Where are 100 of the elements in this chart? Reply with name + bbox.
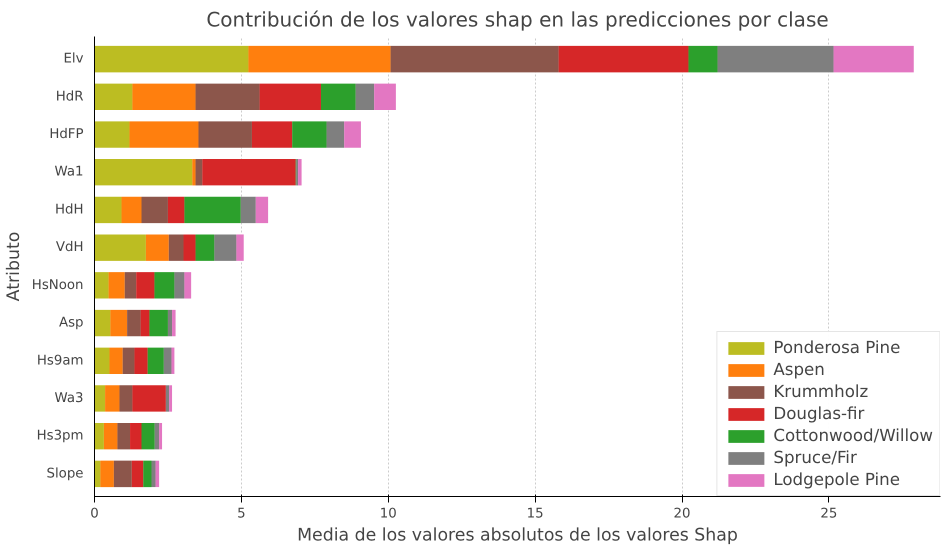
y-tick-label: Slope bbox=[46, 466, 84, 482]
bar bbox=[149, 310, 168, 336]
bar bbox=[202, 159, 296, 186]
bar bbox=[94, 159, 192, 186]
bar bbox=[119, 385, 132, 412]
bar bbox=[159, 422, 162, 450]
bar bbox=[169, 385, 172, 412]
bar bbox=[146, 234, 169, 261]
bar bbox=[136, 272, 154, 299]
bar bbox=[108, 272, 125, 299]
y-tick-label: Wa3 bbox=[54, 390, 84, 406]
bar bbox=[94, 196, 122, 224]
bar bbox=[94, 84, 132, 110]
bar bbox=[94, 310, 110, 336]
legend-label: Ponderosa Pine bbox=[773, 338, 900, 357]
bar bbox=[94, 234, 146, 261]
bar bbox=[256, 196, 268, 224]
bar bbox=[196, 234, 214, 261]
bar bbox=[129, 121, 198, 148]
y-axis-title: Atributo bbox=[4, 232, 24, 302]
bar bbox=[117, 422, 130, 450]
bar bbox=[356, 84, 374, 110]
y-tick-label: Hs3pm bbox=[36, 428, 84, 444]
bar bbox=[104, 422, 118, 450]
bar bbox=[260, 84, 321, 110]
bar bbox=[292, 121, 327, 148]
y-tick-label: VdH bbox=[56, 240, 84, 256]
bar bbox=[127, 310, 141, 336]
bar bbox=[109, 348, 123, 374]
bar bbox=[94, 385, 106, 412]
x-tick-label: 25 bbox=[820, 506, 838, 522]
bar bbox=[94, 272, 109, 299]
bar bbox=[834, 46, 914, 72]
bar bbox=[94, 121, 130, 148]
bar bbox=[94, 46, 248, 72]
bar bbox=[558, 46, 688, 72]
bar bbox=[248, 46, 391, 72]
bar bbox=[718, 46, 834, 72]
bar bbox=[154, 422, 160, 450]
bar bbox=[688, 46, 718, 72]
legend-label: Cottonwood/Willow bbox=[773, 426, 933, 445]
bar bbox=[122, 348, 134, 374]
y-tick-label: HdFP bbox=[49, 127, 84, 142]
bar bbox=[236, 234, 244, 261]
bar bbox=[100, 460, 114, 488]
y-tick-label: Hs9am bbox=[36, 353, 84, 368]
bar bbox=[240, 196, 256, 224]
legend-label: Lodgepole Pine bbox=[773, 470, 900, 489]
bar bbox=[184, 196, 241, 224]
bar bbox=[132, 84, 196, 110]
bar bbox=[140, 310, 150, 336]
bar bbox=[114, 460, 132, 488]
bar bbox=[374, 84, 396, 110]
y-tick-label: HsNoon bbox=[32, 278, 84, 293]
bar bbox=[94, 348, 110, 374]
bar bbox=[171, 348, 174, 374]
x-axis-title: Media de los valores absolutos de los valores Shap bbox=[297, 526, 738, 546]
y-tick-label: HdH bbox=[54, 202, 84, 218]
bar bbox=[166, 385, 170, 412]
bar bbox=[252, 121, 292, 148]
x-tick-label: 20 bbox=[674, 506, 690, 522]
legend-label: Aspen bbox=[773, 360, 825, 379]
bar bbox=[184, 272, 192, 299]
bar bbox=[132, 460, 144, 488]
y-tick-label: Elv bbox=[63, 52, 84, 67]
x-tick-label: 10 bbox=[380, 506, 397, 522]
bar bbox=[142, 422, 155, 450]
bar bbox=[298, 159, 302, 186]
bar bbox=[105, 385, 120, 412]
bar bbox=[142, 196, 168, 224]
x-tick-label: 5 bbox=[237, 506, 246, 522]
bar bbox=[390, 46, 559, 72]
bar bbox=[156, 460, 160, 488]
bar bbox=[143, 460, 152, 488]
bar bbox=[344, 121, 361, 148]
y-tick-label: HdR bbox=[56, 89, 84, 104]
bar bbox=[130, 422, 142, 450]
bar bbox=[196, 159, 202, 186]
bar bbox=[164, 348, 172, 374]
bar bbox=[326, 121, 344, 148]
bar bbox=[192, 159, 196, 186]
legend-label: Spruce/Fir bbox=[773, 448, 857, 467]
bar bbox=[168, 310, 172, 336]
bar bbox=[110, 310, 128, 336]
y-tick-label: Wa1 bbox=[54, 164, 84, 180]
bar bbox=[94, 460, 100, 488]
bar bbox=[320, 84, 356, 110]
y-tick-label: Asp bbox=[58, 316, 84, 331]
bar bbox=[168, 234, 184, 261]
bar bbox=[196, 84, 260, 110]
bar bbox=[94, 422, 104, 450]
bar bbox=[184, 234, 196, 261]
bar bbox=[124, 272, 136, 299]
bar bbox=[168, 196, 184, 224]
bar bbox=[214, 234, 236, 261]
bar bbox=[122, 196, 142, 224]
bar bbox=[134, 348, 148, 374]
chart-title: Contribución de los valores shap en las predicciones por clase bbox=[206, 8, 829, 32]
bar bbox=[174, 272, 184, 299]
legend-label: Krummholz bbox=[773, 382, 868, 401]
